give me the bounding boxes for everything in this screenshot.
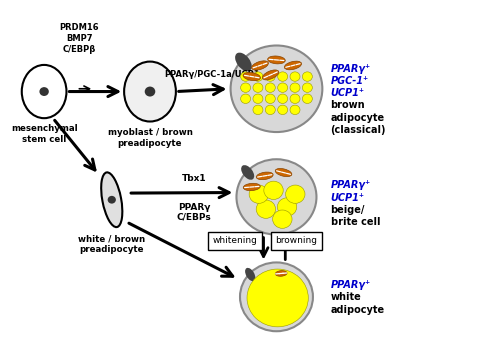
Circle shape (249, 185, 268, 203)
Ellipse shape (243, 73, 260, 80)
Text: white: white (330, 292, 362, 302)
Ellipse shape (275, 169, 292, 176)
Circle shape (290, 105, 300, 115)
Text: myoblast / brown
preadipocyte: myoblast / brown preadipocyte (108, 128, 192, 148)
Circle shape (40, 87, 49, 96)
Text: Tbx1: Tbx1 (182, 174, 206, 183)
Circle shape (240, 94, 250, 104)
Text: PGC-1⁺: PGC-1⁺ (330, 76, 368, 86)
Circle shape (266, 83, 276, 93)
Circle shape (266, 94, 276, 104)
Circle shape (278, 72, 287, 81)
Circle shape (278, 105, 287, 115)
Text: PPARγ/PGC-1a/UCP1: PPARγ/PGC-1a/UCP1 (164, 70, 260, 79)
Circle shape (290, 72, 300, 81)
Text: PPARγ⁺: PPARγ⁺ (330, 180, 370, 190)
Text: browning: browning (276, 236, 318, 245)
Circle shape (144, 87, 156, 97)
Circle shape (272, 210, 292, 228)
Circle shape (236, 159, 316, 235)
Circle shape (278, 94, 287, 104)
Circle shape (266, 72, 276, 81)
Ellipse shape (262, 70, 279, 80)
Ellipse shape (235, 53, 252, 71)
Circle shape (256, 200, 276, 218)
Text: (classical): (classical) (330, 125, 386, 135)
Circle shape (290, 94, 300, 104)
Circle shape (302, 94, 312, 104)
Text: PPARγ
C/EBPs: PPARγ C/EBPs (176, 203, 212, 222)
Ellipse shape (124, 62, 176, 121)
Ellipse shape (256, 172, 273, 180)
Circle shape (302, 72, 312, 81)
Ellipse shape (241, 165, 254, 180)
Circle shape (240, 262, 313, 331)
Text: PPARγ⁺: PPARγ⁺ (330, 280, 370, 290)
Circle shape (240, 83, 250, 93)
FancyBboxPatch shape (271, 232, 322, 250)
Text: adipocyte: adipocyte (330, 304, 384, 315)
Text: brite cell: brite cell (330, 217, 380, 227)
Text: whitening: whitening (212, 236, 257, 245)
FancyBboxPatch shape (208, 232, 262, 250)
Text: adipocyte: adipocyte (330, 112, 384, 122)
Circle shape (253, 105, 263, 115)
Circle shape (286, 185, 305, 203)
Circle shape (253, 83, 263, 93)
Ellipse shape (245, 268, 256, 281)
Circle shape (108, 196, 116, 204)
Ellipse shape (284, 61, 302, 70)
Text: beige/: beige/ (330, 205, 365, 215)
Circle shape (302, 83, 312, 93)
Text: UCP1⁺: UCP1⁺ (330, 88, 364, 98)
Ellipse shape (268, 56, 285, 64)
Circle shape (278, 83, 287, 93)
Circle shape (230, 45, 322, 132)
Text: white / brown
preadipocyte: white / brown preadipocyte (78, 234, 146, 254)
Circle shape (253, 72, 263, 81)
Ellipse shape (276, 271, 287, 276)
Ellipse shape (101, 172, 122, 227)
Circle shape (266, 105, 276, 115)
Circle shape (278, 198, 297, 216)
Ellipse shape (252, 61, 268, 70)
Text: UCP1⁺: UCP1⁺ (330, 193, 364, 203)
Circle shape (264, 181, 283, 200)
Circle shape (290, 83, 300, 93)
Text: PPARγ⁺: PPARγ⁺ (330, 64, 370, 74)
Ellipse shape (22, 65, 66, 118)
Text: brown: brown (330, 100, 365, 110)
Circle shape (247, 269, 308, 327)
Text: mesenchymal
stem cell: mesenchymal stem cell (11, 124, 78, 144)
Text: PRDM16
BMP7
C/EBPβ: PRDM16 BMP7 C/EBPβ (60, 23, 99, 54)
Ellipse shape (244, 183, 260, 191)
Circle shape (253, 94, 263, 104)
Circle shape (240, 72, 250, 81)
